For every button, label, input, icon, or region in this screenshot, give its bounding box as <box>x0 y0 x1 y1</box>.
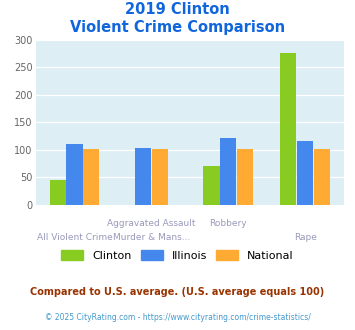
Text: Aggravated Assault: Aggravated Assault <box>107 219 196 228</box>
Bar <box>297 141 313 205</box>
Text: Robbery: Robbery <box>209 219 247 228</box>
Text: © 2025 CityRating.com - https://www.cityrating.com/crime-statistics/: © 2025 CityRating.com - https://www.city… <box>45 314 310 322</box>
Text: Violent Crime Comparison: Violent Crime Comparison <box>70 20 285 35</box>
Text: Murder & Mans...: Murder & Mans... <box>113 233 190 242</box>
Bar <box>152 149 168 205</box>
Bar <box>50 180 66 205</box>
Bar <box>314 149 330 205</box>
Bar <box>83 149 99 205</box>
Bar <box>220 138 236 205</box>
Bar <box>203 166 219 205</box>
Text: 2019 Clinton: 2019 Clinton <box>125 2 230 16</box>
Text: Compared to U.S. average. (U.S. average equals 100): Compared to U.S. average. (U.S. average … <box>31 287 324 297</box>
Bar <box>280 53 296 205</box>
Legend: Clinton, Illinois, National: Clinton, Illinois, National <box>58 247 297 264</box>
Bar <box>135 148 151 205</box>
Text: All Violent Crime: All Violent Crime <box>37 233 113 242</box>
Bar <box>237 149 253 205</box>
Bar <box>66 144 83 205</box>
Text: Rape: Rape <box>294 233 317 242</box>
